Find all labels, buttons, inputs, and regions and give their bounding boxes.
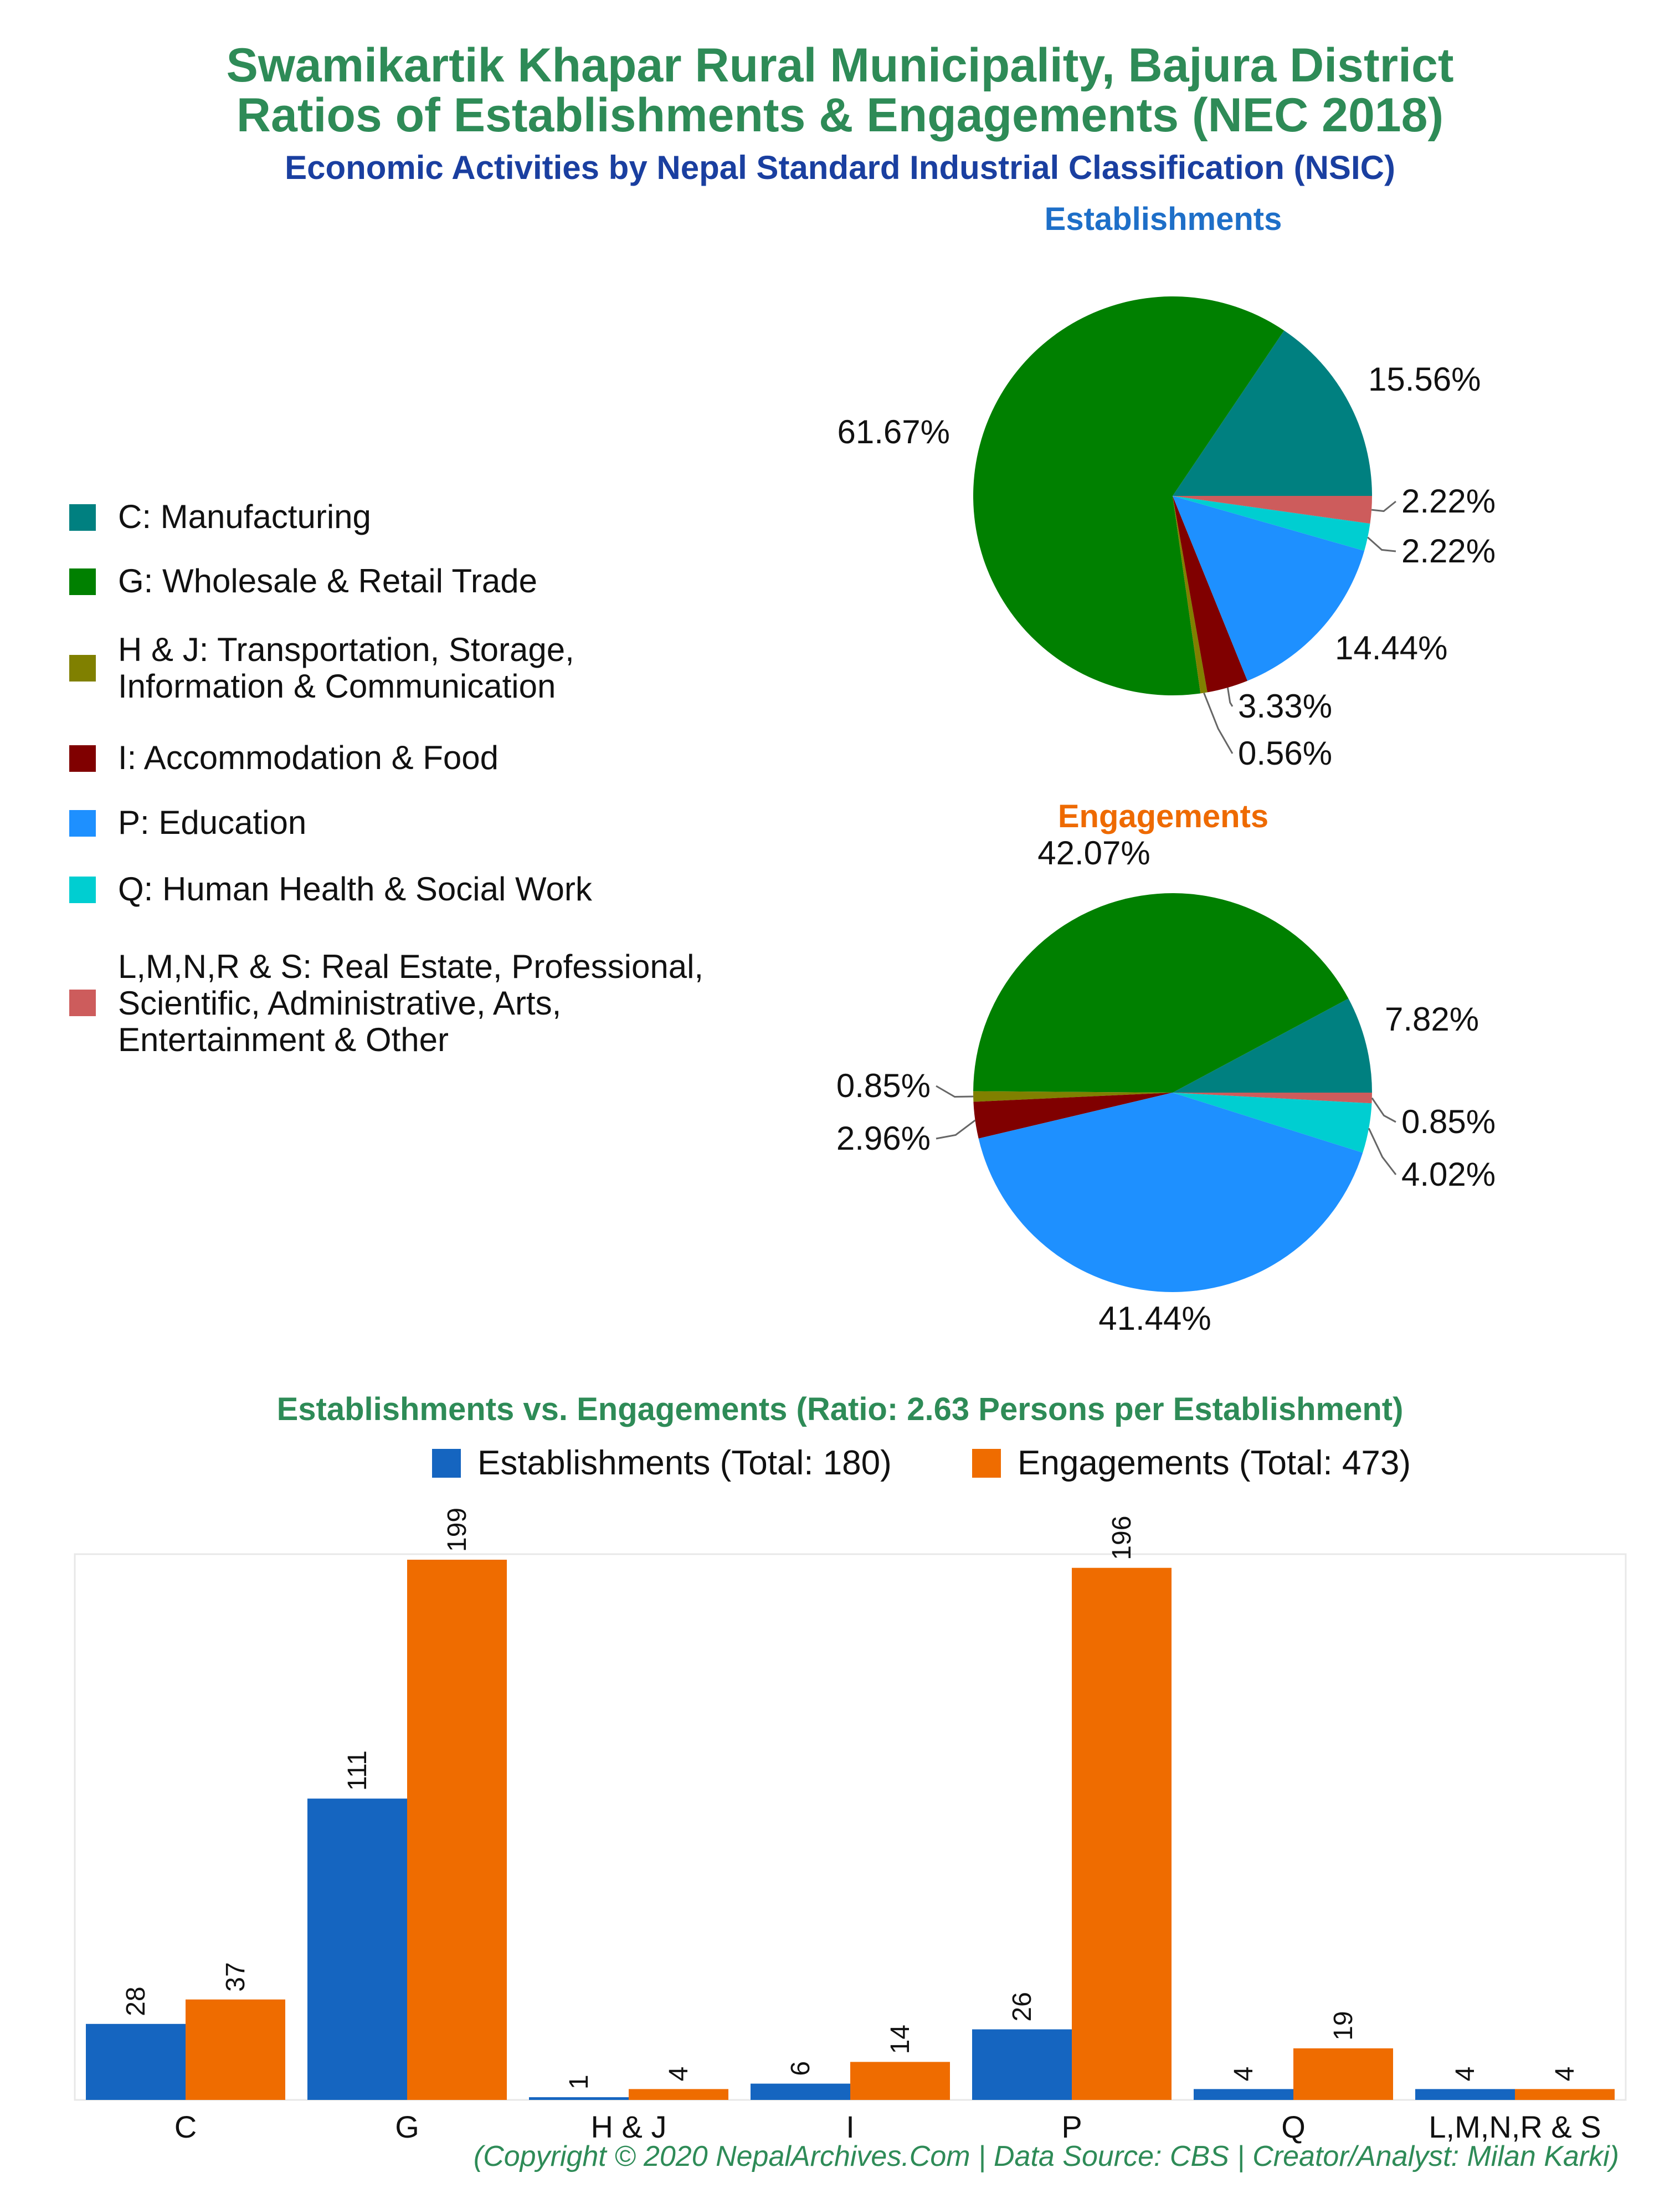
legend-swatch-lmnrs	[69, 990, 96, 1016]
legend-label-i: I: Accommodation & Food	[118, 739, 499, 776]
establishments-pie-slice-g	[973, 296, 1285, 695]
bar-value-engagements-i: 14	[886, 2025, 915, 2054]
bar-value-establishments-l-m-n-r-s: 4	[1451, 2067, 1480, 2082]
bar-tick-label-h-j: H & J	[591, 2109, 667, 2144]
bar-value-establishments-h-j: 1	[564, 2074, 594, 2089]
engagements-pie-leader-q	[1368, 1128, 1397, 1175]
pie-charts: 15.56% 61.67% 0.56% 3.33%14.44% 2.22% 2.22% 7.…	[836, 296, 1496, 1337]
footer-credit: (Copyright © 2020 NepalArchives.Com | Da…	[473, 2140, 1619, 2172]
bar-establishments-h-j	[529, 2097, 629, 2100]
bar-legend-swatch-engagements	[972, 1449, 1001, 1478]
engagements-pie-slice-h-j	[973, 1091, 1173, 1102]
bar-establishments-l-m-n-r-s	[1415, 2089, 1515, 2100]
engagements-pie-title: Engagements	[1057, 798, 1269, 834]
engagements-pie-label-g: 42.07%	[1037, 834, 1150, 872]
legend-swatch-p	[69, 810, 96, 837]
bar-value-establishments-g: 111	[343, 1750, 372, 1791]
legend-label-lmnrs: L,M,N,R & S: Real Estate, Professional, …	[118, 948, 704, 1058]
bar-plot-area	[74, 1553, 1627, 2101]
legend-label-c: C: Manufacturing	[118, 498, 371, 535]
engagements-pie-leader-h-j	[936, 1085, 974, 1098]
legend-label-hj: H & J: Transportation, Storage, Informat…	[118, 631, 574, 705]
chart-title-line2: Ratios of Establishments & Engagements (…	[236, 89, 1444, 142]
legend-swatch-q	[69, 877, 96, 903]
establishments-pie-label-i: 3.33%	[1238, 688, 1332, 725]
establishments-pie-slice-h-j	[1173, 496, 1208, 694]
bar-engagements-i	[850, 2062, 950, 2100]
bar-value-engagements-p: 196	[1107, 1516, 1137, 1560]
engagements-pie-label-i: 2.96%	[836, 1120, 931, 1157]
bar-engagements-h-j	[629, 2089, 728, 2100]
establishments-pie-leader-q	[1367, 536, 1396, 552]
engagements-pie-label-p: 41.44%	[1098, 1300, 1211, 1337]
bar-establishments-c	[86, 2023, 186, 2100]
establishments-pie-slice-q	[1173, 496, 1370, 551]
bar-value-engagements-h-j: 4	[664, 2067, 693, 2082]
bar-value-engagements-q: 19	[1329, 2011, 1358, 2041]
engagements-pie-slice-q	[1173, 1093, 1372, 1153]
establishments-pie-leader-l-m-n-r-s	[1371, 500, 1396, 513]
bar-value-establishments-c: 28	[121, 1986, 151, 2016]
engagements-pie-slice-l-m-n-r-s	[1173, 1093, 1372, 1104]
bar-tick-label-c: C	[174, 2109, 197, 2144]
chart-subtitle: Economic Activities by Nepal Standard In…	[285, 149, 1395, 186]
establishments-pie-title: Establishments	[1044, 201, 1282, 237]
legend-swatch-i	[69, 745, 96, 772]
establishments-pie-slice-l-m-n-r-s	[1173, 496, 1372, 524]
bar-establishments-g	[307, 1799, 407, 2100]
bar-engagements-q	[1293, 2048, 1393, 2100]
bar-tick-label-g: G	[395, 2109, 419, 2144]
bar-value-establishments-q: 4	[1229, 2067, 1258, 2082]
establishments-pie-slice-c	[1173, 330, 1372, 496]
legend-label-p: P: Education	[118, 804, 307, 841]
bar-legend-swatch-establishments	[432, 1449, 461, 1478]
engagements-pie-label-h-j: 0.85%	[836, 1067, 931, 1104]
bar-chart-title: Establishments vs. Engagements (Ratio: 2…	[276, 1391, 1404, 1427]
bar-legend-label-engagements: Engagements (Total: 473)	[1018, 1444, 1411, 1482]
establishments-pie-leader-h-j	[1203, 692, 1234, 754]
bar-establishments-p	[972, 2029, 1072, 2100]
bar-tick-label-i: I	[846, 2109, 855, 2144]
bar-tick-label-q: Q	[1281, 2109, 1306, 2144]
engagements-pie-slice-i	[973, 1093, 1173, 1139]
engagements-pie-slice-g	[973, 893, 1349, 1093]
engagements-pie-leader-i	[936, 1119, 976, 1140]
engagements-pie-leader-l-m-n-r-s	[1371, 1097, 1396, 1123]
bar-value-engagements-g: 199	[443, 1508, 472, 1552]
bar-tick-label-p: P	[1061, 2109, 1082, 2144]
bar-engagements-l-m-n-r-s	[1515, 2089, 1615, 2100]
engagements-pie-slice-p	[978, 1093, 1363, 1292]
establishments-pie-label-p: 14.44%	[1335, 629, 1448, 667]
bar-engagements-c	[186, 1999, 285, 2100]
bar-value-engagements-l-m-n-r-s: 4	[1550, 2067, 1580, 2082]
legend-swatch-hj	[69, 655, 96, 682]
legend-swatch-c	[69, 504, 96, 531]
engagements-pie-slice-c	[1173, 998, 1372, 1093]
bar-tick-label-l-m-n-r-s: L,M,N,R & S	[1429, 2109, 1601, 2144]
bar-establishments-q	[1194, 2089, 1293, 2100]
bar-engagements-g	[407, 1560, 507, 2100]
establishments-pie-label-c: 15.56%	[1368, 361, 1481, 398]
establishments-pie-label-h-j: 0.56%	[1238, 735, 1332, 772]
engagements-pie-label-l-m-n-r-s: 0.85%	[1401, 1103, 1496, 1140]
bar-engagements-p	[1072, 1567, 1172, 2100]
legend-label-q: Q: Human Health & Social Work	[118, 870, 592, 908]
bar-establishments-i	[751, 2083, 850, 2100]
bar-value-establishments-p: 26	[1008, 1992, 1037, 2021]
establishments-pie-label-q: 2.22%	[1401, 532, 1496, 570]
bar-legend-label-establishments: Establishments (Total: 180)	[477, 1444, 892, 1482]
establishments-pie-slice-i	[1173, 496, 1248, 693]
chart-title-line1: Swamikartik Khapar Rural Municipality, B…	[226, 39, 1454, 92]
bar-value-establishments-i: 6	[786, 2061, 815, 2076]
engagements-pie-label-c: 7.82%	[1385, 1001, 1479, 1038]
establishments-pie-slice-p	[1173, 496, 1365, 681]
establishments-pie-label-l-m-n-r-s: 2.22%	[1401, 483, 1496, 520]
establishments-pie-label-g: 61.67%	[838, 413, 951, 450]
legend-swatch-g	[69, 568, 96, 595]
bar-value-engagements-c: 37	[221, 1962, 250, 1991]
engagements-pie-label-q: 4.02%	[1401, 1156, 1496, 1193]
legend-label-g: G: Wholesale & Retail Trade	[118, 562, 538, 600]
establishments-pie-leader-i	[1226, 687, 1234, 707]
